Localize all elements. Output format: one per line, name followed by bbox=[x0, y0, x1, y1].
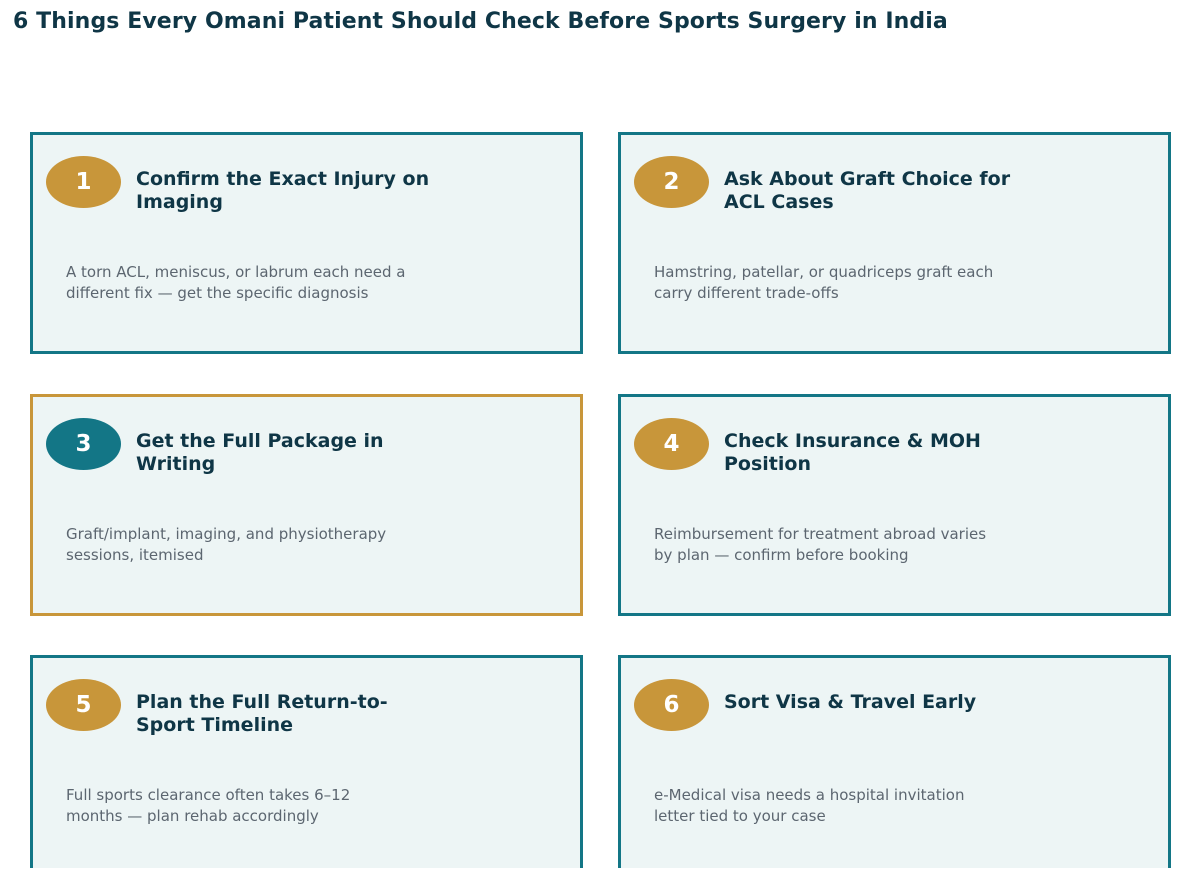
card-title: Plan the Full Return-to-Sport Timeline bbox=[136, 691, 388, 736]
step-number-badge: 3 bbox=[46, 418, 121, 470]
step-number-badge: 1 bbox=[46, 156, 121, 208]
card-description: A torn ACL, meniscus, or labrum each nee… bbox=[66, 263, 406, 302]
step-number-badge: 6 bbox=[634, 679, 709, 731]
card-title: Confirm the Exact Injury on Imaging bbox=[136, 168, 430, 213]
card-description: Graft/implant, imaging, and physiotherap… bbox=[66, 525, 387, 564]
checklist-card-1: 1 Confirm the Exact Injury on Imaging A … bbox=[30, 132, 583, 354]
checklist-card-6: 6 Sort Visa & Travel Early e-Medical vis… bbox=[618, 655, 1171, 870]
page-title: 6 Things Every Omani Patient Should Chec… bbox=[13, 9, 948, 34]
step-number-badge: 5 bbox=[46, 679, 121, 731]
checklist-card-4: 4 Check Insurance & MOH Position Reimbur… bbox=[618, 394, 1171, 616]
bottom-edge bbox=[0, 868, 1200, 881]
card-title: Sort Visa & Travel Early bbox=[724, 691, 977, 713]
step-number-badge: 4 bbox=[634, 418, 709, 470]
card-description: Hamstring, patellar, or quadriceps graft… bbox=[654, 263, 994, 302]
checklist-card-2: 2 Ask About Graft Choice for ACL Cases H… bbox=[618, 132, 1171, 354]
card-description: e-Medical visa needs a hospital invitati… bbox=[654, 786, 965, 825]
card-title: Check Insurance & MOH Position bbox=[724, 430, 981, 475]
card-description: Full sports clearance often takes 6–12 m… bbox=[66, 786, 351, 825]
checklist-card-5: 5 Plan the Full Return-to-Sport Timeline… bbox=[30, 655, 583, 870]
card-description: Reimbursement for treatment abroad varie… bbox=[654, 525, 987, 564]
card-title: Ask About Graft Choice for ACL Cases bbox=[724, 168, 1011, 213]
checklist-card-3: 3 Get the Full Package in Writing Graft/… bbox=[30, 394, 583, 616]
card-title: Get the Full Package in Writing bbox=[136, 430, 384, 475]
step-number-badge: 2 bbox=[634, 156, 709, 208]
